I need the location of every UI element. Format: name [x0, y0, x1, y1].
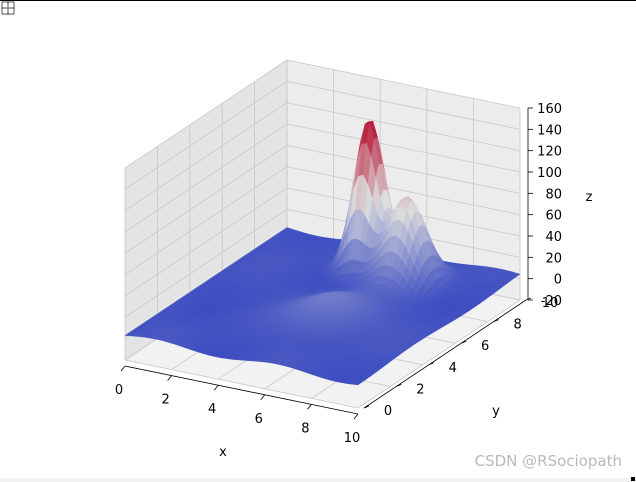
x-tick-mark: [120, 365, 126, 372]
grid-line-z-side: [124, 59, 288, 169]
z-tick-label: 20: [545, 251, 562, 266]
grid-line-z-side: [124, 166, 288, 275]
y-tick-label: 2: [416, 382, 424, 397]
y-tick-label: 4: [449, 361, 457, 376]
side-pane: [125, 60, 287, 360]
z-tick-label: -20: [541, 294, 562, 309]
grid-line-x-floor: [357, 299, 521, 409]
x-tick-mark: [260, 394, 266, 401]
x-axis-line: [124, 365, 359, 415]
z-tick-label: 40: [545, 230, 562, 245]
y-axis-line: [363, 299, 527, 409]
y-tick-label: 8: [513, 318, 521, 333]
z-tick-label: 60: [545, 209, 562, 224]
x-tick-label: 8: [301, 421, 309, 436]
y-tick-label: 6: [481, 339, 489, 354]
z-axis-label: z: [586, 190, 593, 205]
z-tick-label: 120: [537, 145, 562, 160]
y-tick-mark: [396, 384, 402, 387]
z-tick-label: 100: [537, 166, 562, 181]
status-strip: [0, 478, 636, 482]
grid-line-z-back: [286, 144, 521, 194]
y-axis-label: y: [492, 404, 500, 419]
z-tick-label: 160: [537, 102, 562, 117]
x-tick-label: 2: [161, 393, 169, 408]
x-tick-label: 6: [255, 412, 263, 427]
y-tick-label: 0: [384, 404, 392, 419]
y-tick-mark: [461, 340, 467, 344]
z-tick-label: 140: [537, 123, 562, 138]
x-tick-label: 0: [115, 383, 123, 398]
x-tick-mark: [167, 375, 172, 381]
z-tick-label: 80: [545, 187, 562, 202]
z-tick-label: 0: [554, 273, 562, 288]
x-tick-mark: [213, 384, 219, 391]
x-tick-label: 4: [208, 402, 216, 417]
x-tick-mark: [307, 404, 312, 410]
tick-labels: 02468100246810-20020406080100120140160xy…: [115, 102, 593, 460]
surface: [124, 120, 521, 386]
y-tick-mark: [363, 405, 370, 409]
x-tick-label: 10: [344, 431, 361, 446]
grid-line-y-floor: [124, 359, 359, 409]
surface-cell: [352, 381, 362, 386]
x-tick-mark: [353, 413, 359, 420]
grid-line-z-back: [286, 59, 521, 109]
grid-line-z-back: [286, 102, 521, 152]
grid-line-z-back: [286, 166, 521, 216]
grid-line-z-back: [286, 123, 521, 173]
grid-line-z-side: [124, 145, 288, 254]
x-axis-label: x: [219, 445, 227, 460]
axes: [124, 108, 529, 415]
grid-line-z-side: [124, 123, 288, 233]
grid-line-z-side: [124, 209, 288, 318]
grid-line-z-side: [124, 102, 288, 211]
grid-line-z-side: [124, 81, 288, 190]
move-icon[interactable]: [1, 1, 15, 15]
y-tick-mark: [525, 297, 532, 301]
grid-line-z-side: [124, 187, 288, 297]
y-tick-label: 10: [542, 296, 559, 311]
corner-marker: [631, 477, 635, 481]
y-tick-mark: [428, 362, 434, 366]
y-tick-mark: [493, 319, 499, 322]
grid-line-z-back: [286, 80, 521, 130]
watermark: CSDN @RSociopath: [474, 452, 622, 470]
